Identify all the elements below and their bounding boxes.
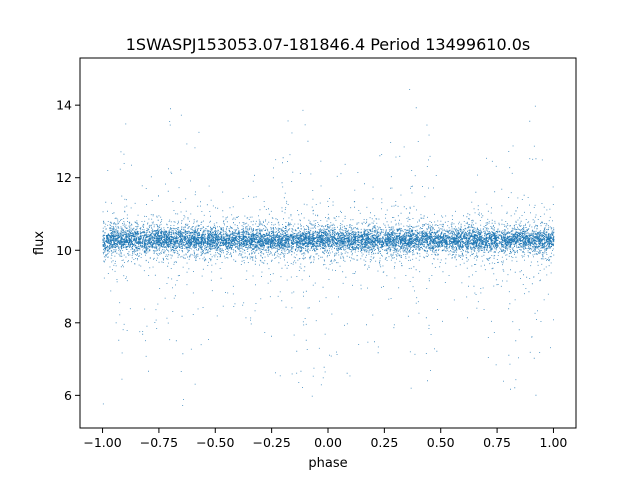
x-tick-label: −0.25 — [252, 435, 290, 450]
x-tick-label: 0.75 — [483, 435, 511, 450]
y-tick-label: 8 — [64, 315, 72, 330]
x-tick-label: −1.00 — [83, 435, 121, 450]
y-tick-label: 6 — [64, 388, 72, 403]
data-points — [102, 89, 555, 406]
x-axis-ticks: −1.00 −0.75 −0.50 −0.25 0.00 0.25 0.50 0.75 1.00 — [83, 428, 567, 450]
x-tick-label: 0.00 — [314, 435, 342, 450]
x-tick-label: 0.25 — [370, 435, 398, 450]
x-tick-label: −0.50 — [196, 435, 234, 450]
y-tick-label: 14 — [56, 98, 72, 113]
plot-frame — [79, 57, 577, 429]
x-tick-label: −0.75 — [140, 435, 178, 450]
x-axis-title: phase — [308, 456, 347, 471]
x-tick-label: 1.00 — [540, 435, 568, 450]
x-tick-label: 0.50 — [427, 435, 455, 450]
scatter-core-points — [102, 225, 555, 254]
y-axis-ticks: 6 8 10 12 14 — [56, 98, 80, 403]
y-axis-title: flux — [32, 231, 47, 255]
y-tick-label: 10 — [56, 243, 72, 258]
y-tick-label: 12 — [56, 170, 72, 185]
chart-title: 1SWASPJ153053.07-181846.4 Period 1349961… — [126, 35, 531, 54]
